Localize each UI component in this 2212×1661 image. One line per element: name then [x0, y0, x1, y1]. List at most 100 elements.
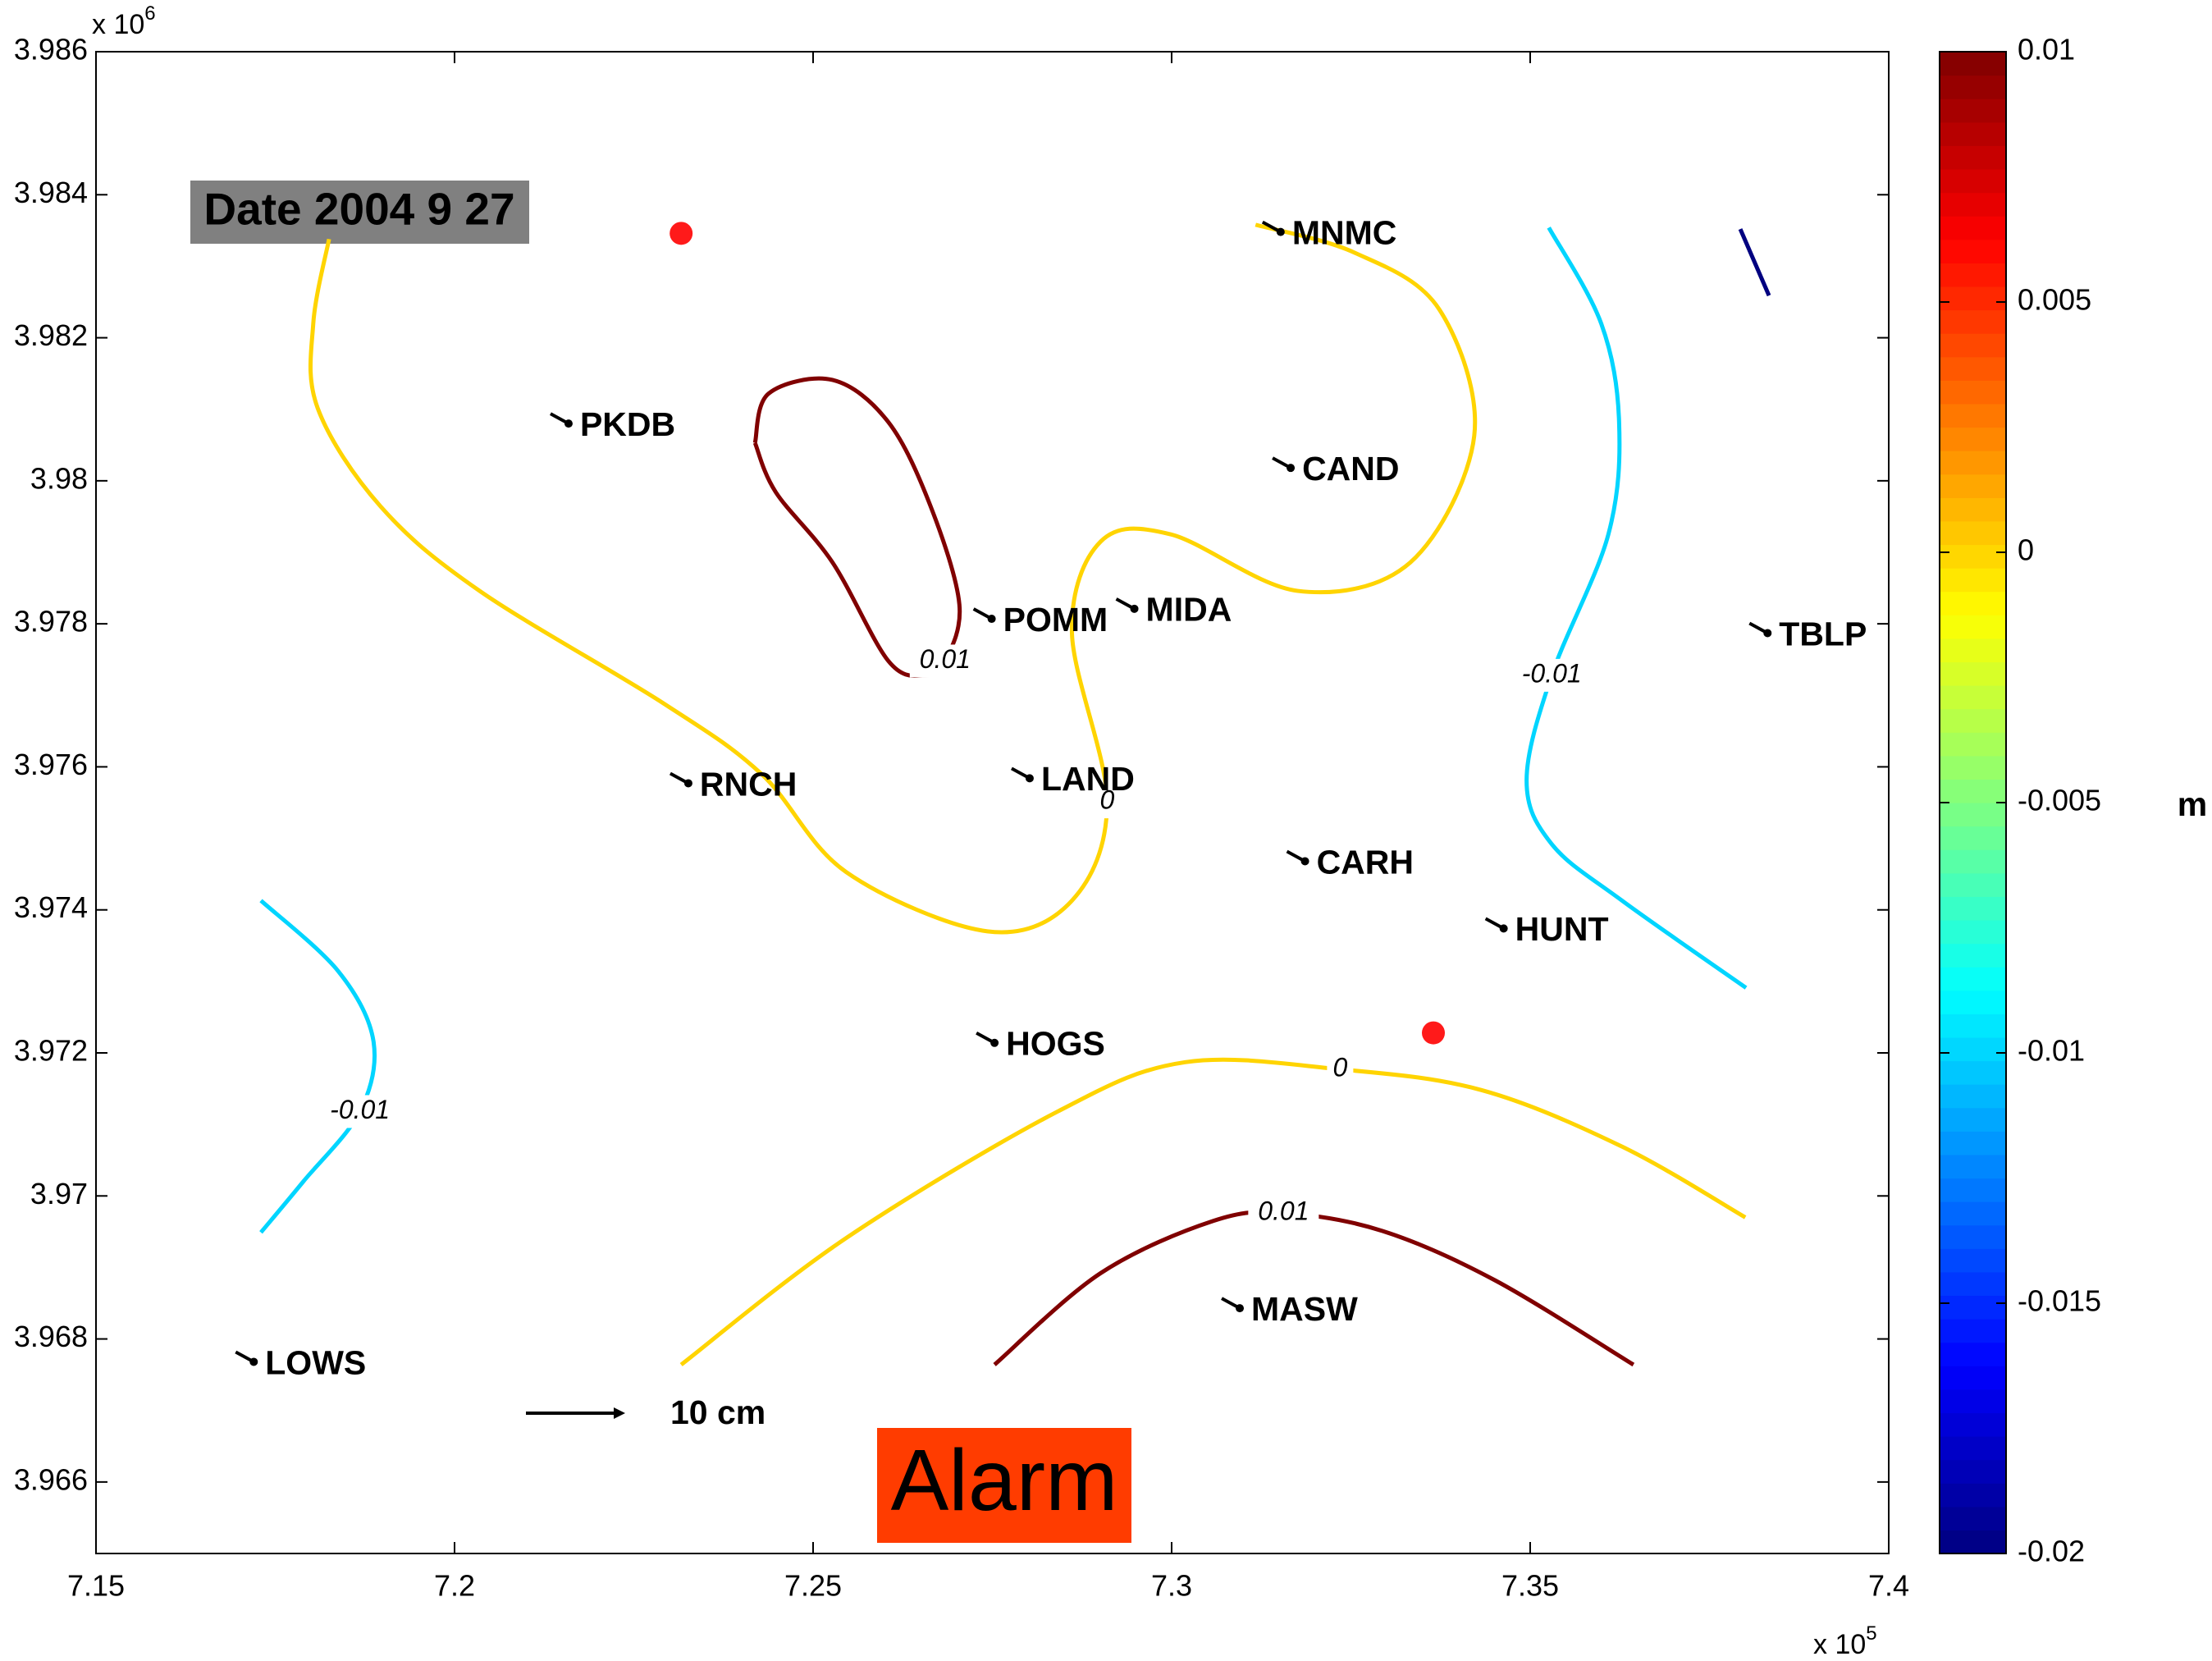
- y-multiplier-base: x 10: [92, 9, 144, 40]
- colorbar-band: [1940, 1366, 2006, 1390]
- y-tick-label: 3.978: [14, 605, 88, 638]
- y-tick-label: 3.968: [14, 1320, 88, 1353]
- contour-label: 0.01: [1258, 1197, 1309, 1226]
- alarm-label: Alarm: [891, 1432, 1118, 1529]
- contour-label-bg: [1094, 785, 1121, 819]
- colorbar-band: [1940, 451, 2006, 475]
- colorbar-band: [1940, 779, 2006, 803]
- colorbar-tick-label: 0.01: [2018, 33, 2075, 66]
- colorbar-band: [1940, 967, 2006, 991]
- x-tick-label: 7.15: [67, 1569, 125, 1603]
- y-tick-label: 3.966: [14, 1462, 88, 1496]
- colorbar-band: [1940, 1248, 2006, 1273]
- y-tick-label: 3.974: [14, 890, 88, 924]
- station: [1499, 924, 1508, 933]
- contour-label-bg: [1248, 1197, 1319, 1230]
- x-tick-label: 7.25: [784, 1569, 842, 1603]
- contour-label: -0.01: [330, 1095, 390, 1124]
- colorbar-band: [1940, 263, 2006, 287]
- colorbar-band: [1940, 896, 2006, 921]
- station-label: CARH: [1317, 843, 1414, 881]
- colorbar-band: [1940, 544, 2006, 569]
- colorbar-band: [1940, 1036, 2006, 1062]
- contour-label-bg: [1509, 658, 1595, 692]
- colorbar-tick-label: -0.02: [2018, 1535, 2085, 1568]
- station: [987, 615, 996, 624]
- y-tick-label: 3.984: [14, 176, 88, 209]
- colorbar-tick-label: -0.005: [2018, 784, 2101, 817]
- alarm-point: [670, 222, 693, 245]
- contour-label: 0: [1099, 785, 1114, 815]
- station: [1276, 227, 1285, 236]
- x-multiplier-exp: 5: [1866, 1622, 1876, 1645]
- alarm-point: [1422, 1021, 1446, 1045]
- colorbar-band: [1940, 121, 2006, 146]
- date-label: Date 2004 9 27: [203, 184, 514, 235]
- station-label: LOWS: [265, 1343, 366, 1381]
- x-multiplier-base: x 10: [1813, 1629, 1866, 1660]
- scale-arrow-head: [614, 1407, 625, 1419]
- colorbar-band: [1940, 168, 2006, 194]
- colorbar-band: [1940, 333, 2006, 358]
- contour-label: -0.01: [1522, 658, 1582, 688]
- station: [1300, 857, 1309, 866]
- plot-frame: [95, 51, 1890, 1554]
- colorbar-band: [1940, 380, 2006, 405]
- station: [1130, 604, 1139, 613]
- colorbar-tick-label: -0.015: [2018, 1284, 2101, 1318]
- colorbar-band: [1940, 403, 2006, 428]
- colorbar-band: [1940, 98, 2006, 123]
- colorbar-band: [1940, 309, 2006, 334]
- colorbar-band: [1940, 75, 2006, 99]
- x-tick-label: 7.35: [1501, 1569, 1559, 1603]
- y-multiplier: x 106: [92, 2, 156, 40]
- station: [1763, 629, 1772, 638]
- colorbar-band: [1940, 427, 2006, 451]
- colorbar-band: [1940, 145, 2006, 170]
- colorbar-band: [1940, 286, 2006, 311]
- y-tick-label: 3.976: [14, 748, 88, 781]
- station: [249, 1357, 258, 1366]
- date-box: [190, 181, 529, 244]
- scale-label: 10 cm: [670, 1393, 766, 1431]
- colorbar-band: [1940, 1178, 2006, 1202]
- colorbar-band: [1940, 685, 2006, 710]
- station: [1287, 464, 1296, 473]
- x-tick-label: 7.4: [1868, 1569, 1909, 1603]
- colorbar-band: [1940, 192, 2006, 217]
- y-tick-label: 3.97: [30, 1177, 88, 1210]
- colorbar-band: [1940, 1412, 2006, 1437]
- colorbar-band: [1940, 356, 2006, 381]
- colorbar-band: [1940, 638, 2006, 663]
- colorbar-band: [1940, 474, 2006, 498]
- contour-label-bg: [1327, 1053, 1354, 1087]
- station: [1025, 774, 1034, 783]
- colorbar-band: [1940, 849, 2006, 874]
- station-label: HUNT: [1515, 910, 1609, 948]
- colorbar-band: [1940, 239, 2006, 263]
- colorbar-band: [1940, 708, 2006, 733]
- contour-line: [308, 222, 1478, 935]
- colorbar-band: [1940, 1014, 2006, 1038]
- colorbar-band: [1940, 1459, 2006, 1484]
- colorbar-band: [1940, 755, 2006, 780]
- colorbar-band: [1940, 1319, 2006, 1343]
- station-label: POMM: [1003, 601, 1108, 638]
- station-label: LAND: [1041, 760, 1135, 798]
- colorbar-band: [1940, 826, 2006, 850]
- colorbar-tick-label: 0: [2018, 533, 2034, 567]
- station-label: PKDB: [580, 405, 675, 443]
- y-tick-label: 3.98: [30, 461, 88, 495]
- station: [1236, 1304, 1245, 1313]
- colorbar-band: [1940, 615, 2006, 639]
- colorbar-band: [1940, 1295, 2006, 1320]
- station-label: MIDA: [1146, 591, 1232, 629]
- colorbar-band: [1940, 990, 2006, 1014]
- station: [990, 1038, 999, 1047]
- colorbar-band: [1940, 216, 2006, 240]
- contour-label-bg: [317, 1095, 403, 1128]
- colorbar-unit: m: [2178, 785, 2207, 823]
- x-multiplier: x 105: [1813, 1622, 1877, 1660]
- station: [683, 779, 692, 788]
